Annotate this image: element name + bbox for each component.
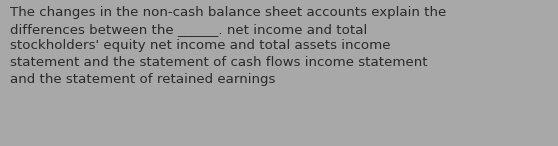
Text: The changes in the non-cash balance sheet accounts explain the
differences betwe: The changes in the non-cash balance shee… — [10, 6, 446, 86]
